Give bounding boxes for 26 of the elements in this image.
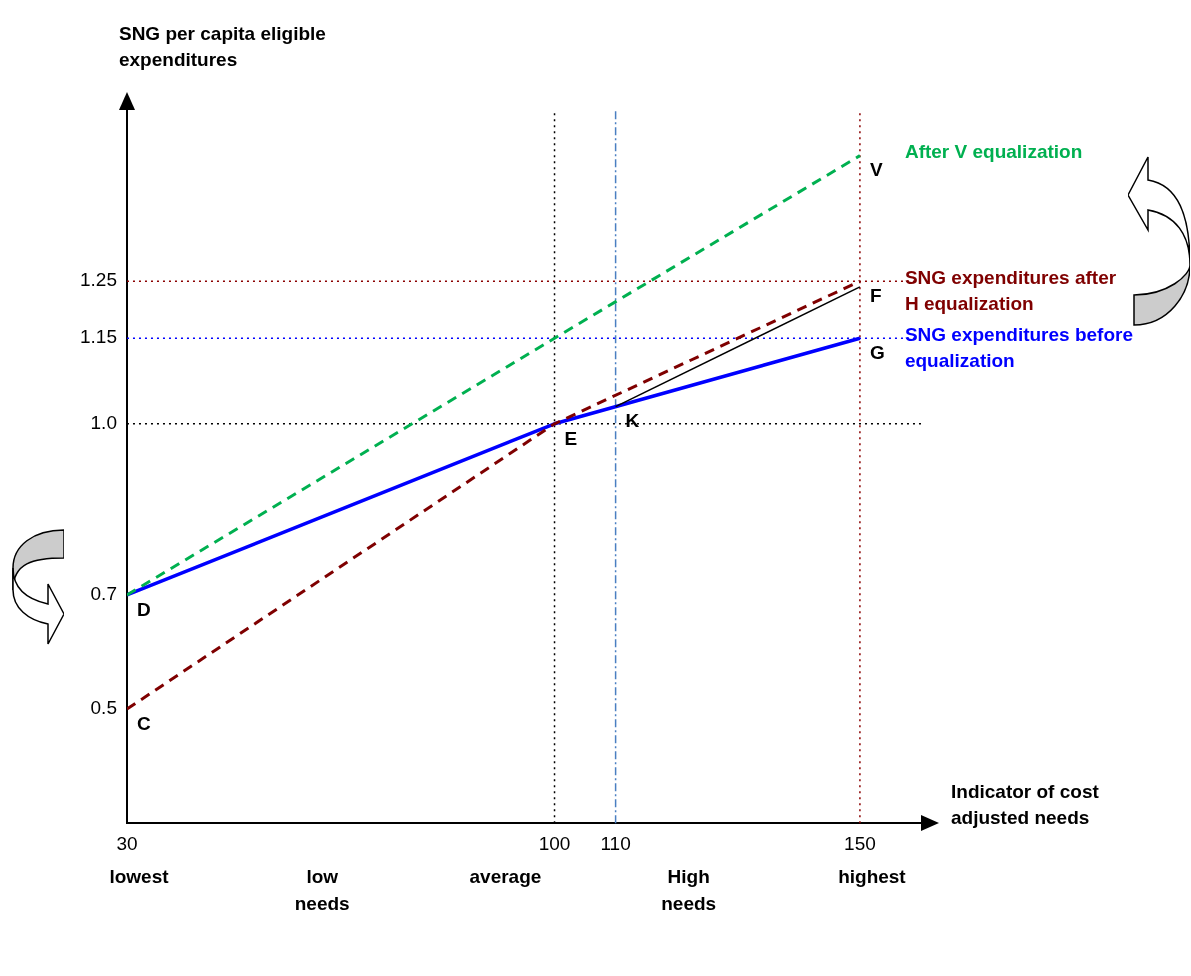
x-tick-label: 100 [538, 832, 571, 854]
annotation: E [564, 427, 578, 449]
x-tick-label: 30 [116, 832, 138, 854]
annotation: G [869, 341, 885, 363]
text: SNG expenditures before equalization [904, 323, 1133, 371]
y-tick-label: 1.0 [90, 412, 117, 434]
annotation: K [625, 410, 640, 432]
text: low needs [294, 865, 350, 914]
text: lowest [109, 865, 170, 887]
y-tick-label: 1.25 [80, 269, 117, 291]
y-tick-label: 1.15 [80, 326, 117, 348]
y-axis-title: SNG per capita eligible expenditures [118, 22, 326, 70]
text: highest [838, 865, 907, 887]
x-tick-label: 110 [600, 832, 631, 854]
text: SNG expenditures after H equalization [904, 266, 1117, 314]
annotation: D [136, 598, 151, 620]
annotation: C [136, 712, 151, 734]
y-tick-label: 0.5 [90, 697, 117, 719]
text: High needs [661, 865, 717, 914]
x-tick-label: 150 [844, 832, 876, 854]
annotation: V [869, 159, 883, 181]
text: average [469, 865, 542, 887]
y-tick-label: 0.7 [90, 583, 117, 605]
annotation: F [869, 284, 882, 306]
x-axis-title: Indicator of cost adjusted needs [951, 780, 1100, 828]
text: After V equalization [904, 141, 1083, 163]
